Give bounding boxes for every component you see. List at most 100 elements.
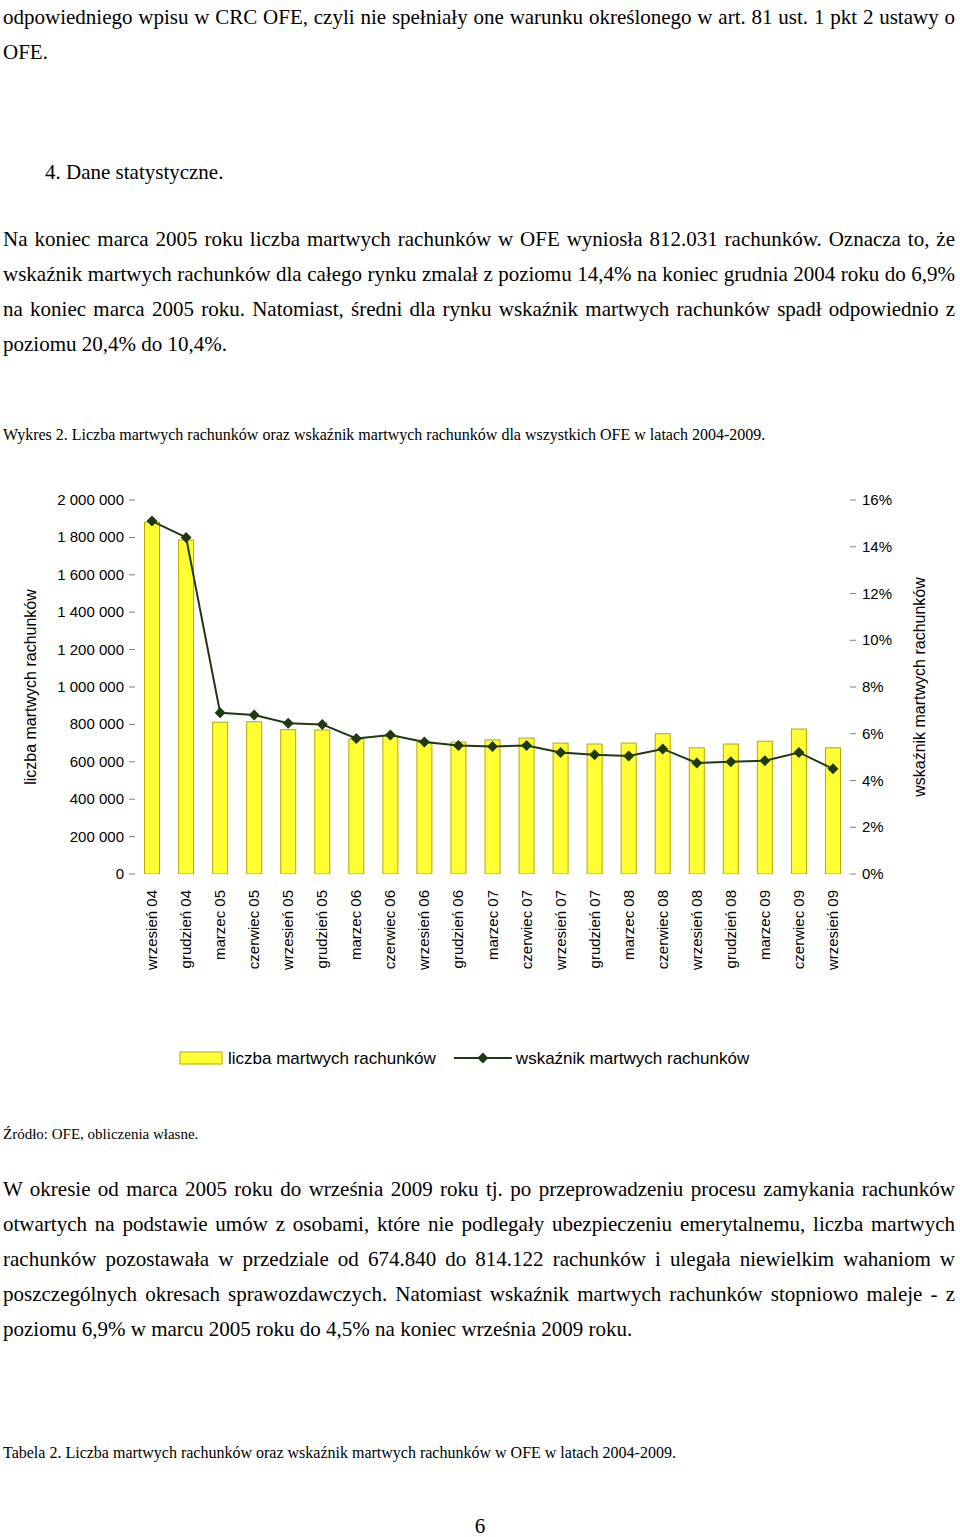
x-tick-label: grudzień 06 bbox=[449, 890, 466, 968]
marker bbox=[759, 755, 770, 766]
y2-tick bbox=[850, 546, 856, 547]
bar bbox=[247, 722, 262, 874]
y2-tick-label: 6% bbox=[862, 725, 884, 742]
marker bbox=[181, 532, 192, 543]
y2-tick bbox=[850, 827, 856, 828]
legend-marker bbox=[477, 1053, 488, 1064]
marker bbox=[453, 740, 464, 751]
legend-label: wskaźnik martwych rachunków bbox=[515, 1049, 750, 1068]
x-tick-label: czerwiec 06 bbox=[381, 890, 398, 969]
y-tick-label: 1 200 000 bbox=[57, 641, 124, 658]
y2-tick-label: 0% bbox=[862, 865, 884, 882]
bar bbox=[451, 742, 466, 874]
x-tick-label: marzec 07 bbox=[484, 890, 501, 960]
y-tick-label: 1 600 000 bbox=[57, 566, 124, 583]
y-tick-label: 1 000 000 bbox=[57, 678, 124, 695]
y-tick-label: 0 bbox=[116, 865, 124, 882]
line bbox=[152, 521, 833, 769]
bar bbox=[519, 738, 534, 874]
y2-tick bbox=[850, 733, 856, 734]
y2-tick-label: 4% bbox=[862, 772, 884, 789]
marker bbox=[827, 763, 838, 774]
bar bbox=[315, 730, 330, 874]
y2-tick bbox=[850, 687, 856, 688]
y2-tick-label: 2% bbox=[862, 818, 884, 835]
y-tick bbox=[129, 500, 135, 501]
y-tick bbox=[129, 874, 135, 875]
bar bbox=[213, 722, 228, 874]
x-tick-label: marzec 06 bbox=[347, 890, 364, 960]
legend-swatch bbox=[180, 1052, 222, 1064]
y-tick bbox=[129, 612, 135, 613]
marker bbox=[725, 756, 736, 767]
y-tick-label: 1 400 000 bbox=[57, 603, 124, 620]
x-tick-label: marzec 09 bbox=[756, 890, 773, 960]
marker bbox=[419, 736, 430, 747]
legend-label: liczba martwych rachunków bbox=[228, 1049, 437, 1068]
bar bbox=[621, 743, 636, 874]
marker bbox=[657, 743, 668, 754]
y-tick bbox=[129, 537, 135, 538]
y2-tick-label: 8% bbox=[862, 678, 884, 695]
y-tick-label: 200 000 bbox=[70, 828, 124, 845]
section-heading: 4. Dane statystyczne. bbox=[45, 155, 223, 190]
x-tick-label: wrzesień 06 bbox=[415, 890, 432, 971]
y-axis-title: liczba martwych rachunków bbox=[22, 589, 39, 785]
x-tick-label: wrzesień 07 bbox=[552, 890, 569, 971]
x-tick-label: czerwiec 07 bbox=[518, 890, 535, 969]
x-tick-label: grudzień 07 bbox=[586, 890, 603, 968]
y-tick bbox=[129, 761, 135, 762]
bar bbox=[655, 734, 670, 874]
marker bbox=[147, 516, 158, 527]
y2-tick bbox=[850, 874, 856, 875]
bar bbox=[587, 744, 602, 874]
x-tick-label: wrzesień 08 bbox=[688, 890, 705, 971]
x-tick-label: wrzesień 05 bbox=[279, 890, 296, 971]
marks bbox=[145, 516, 841, 874]
y2-axis-title: wskaźnik martwych rachunków bbox=[911, 577, 928, 798]
x-tick-label: czerwiec 08 bbox=[654, 890, 671, 969]
page-number: 6 bbox=[0, 1512, 960, 1537]
y-tick bbox=[129, 799, 135, 800]
marker bbox=[555, 747, 566, 758]
bar bbox=[417, 742, 432, 874]
y-tick-label: 800 000 bbox=[70, 715, 124, 732]
paragraph: Na koniec marca 2005 roku liczba martwyc… bbox=[3, 222, 955, 362]
figure-caption: Wykres 2. Liczba martwych rachunków oraz… bbox=[3, 425, 765, 445]
intro-paragraph: odpowiedniego wpisu w CRC OFE, czyli nie… bbox=[3, 0, 955, 70]
x-tick-label: grudzień 05 bbox=[313, 890, 330, 968]
marker bbox=[691, 757, 702, 768]
y2-tick bbox=[850, 780, 856, 781]
bar bbox=[145, 522, 160, 874]
y2-tick bbox=[850, 500, 856, 501]
y-tick-label: 2 000 000 bbox=[57, 491, 124, 508]
x-tick-label: grudzień 04 bbox=[177, 890, 194, 968]
bar bbox=[179, 540, 194, 874]
y-tick-label: 1 800 000 bbox=[57, 528, 124, 545]
bar bbox=[689, 748, 704, 874]
marker bbox=[283, 718, 294, 729]
marker bbox=[589, 749, 600, 760]
y-tick-label: 400 000 bbox=[70, 790, 124, 807]
y-tick bbox=[129, 649, 135, 650]
bar bbox=[553, 743, 568, 874]
marker bbox=[385, 729, 396, 740]
bar bbox=[281, 730, 296, 874]
y-tick bbox=[129, 574, 135, 575]
marker bbox=[793, 747, 804, 758]
x-tick-label: grudzień 08 bbox=[722, 890, 739, 968]
marker bbox=[215, 707, 226, 718]
x-tick-label: wrzesień 04 bbox=[143, 890, 160, 971]
y2-tick bbox=[850, 640, 856, 641]
paragraph: W okresie od marca 2005 roku do września… bbox=[3, 1172, 955, 1347]
marker bbox=[351, 733, 362, 744]
chart: 0200 000400 000600 000800 0001 000 0001 … bbox=[0, 0, 960, 1537]
marker bbox=[623, 750, 634, 761]
marker bbox=[249, 710, 260, 721]
y2-tick bbox=[850, 593, 856, 594]
x-tick-label: marzec 05 bbox=[211, 890, 228, 960]
bar bbox=[791, 729, 806, 874]
bar bbox=[383, 736, 398, 874]
table-caption: Tabela 2. Liczba martwych rachunków oraz… bbox=[3, 1443, 676, 1463]
marker bbox=[521, 740, 532, 751]
